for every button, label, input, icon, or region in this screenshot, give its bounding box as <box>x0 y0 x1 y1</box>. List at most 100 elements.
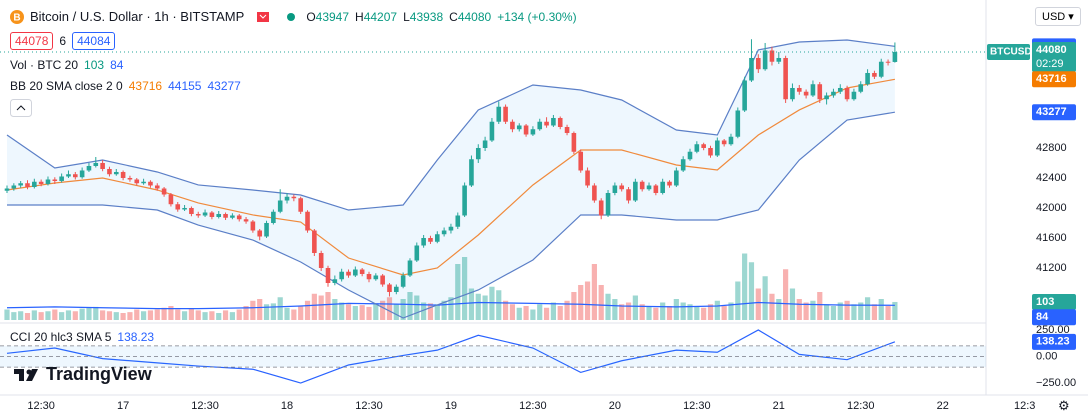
volume-bar <box>796 299 802 320</box>
volume-bar <box>339 302 345 320</box>
cci-legend: CCI 20 hlc3 SMA 5 138.23 <box>10 330 154 344</box>
candle-body <box>45 179 51 184</box>
candle-body <box>639 181 645 190</box>
candle-body <box>680 159 686 171</box>
collapse-button[interactable] <box>10 99 32 117</box>
candle-body <box>154 185 160 189</box>
candle-body <box>544 121 549 126</box>
candle-body <box>243 219 249 222</box>
candle-body <box>742 80 747 111</box>
btc-icon: B <box>10 9 24 24</box>
volume-bar <box>380 300 386 320</box>
candle-body <box>653 185 659 193</box>
candle-body <box>195 213 201 216</box>
volume-bar <box>489 286 495 320</box>
volume-bar <box>543 307 550 320</box>
value: 43938 <box>409 9 444 24</box>
candle-body <box>421 237 426 246</box>
volume-bar <box>222 310 229 320</box>
volume-bar <box>871 304 878 320</box>
volume-bar <box>4 309 10 320</box>
candle-body <box>810 84 816 96</box>
volume-bar <box>100 310 106 320</box>
candle-body <box>236 215 242 220</box>
volume-bar <box>216 313 222 320</box>
candle-body <box>735 110 741 137</box>
volume-bar <box>530 309 536 320</box>
value: 103 <box>84 58 105 72</box>
candle-body <box>687 151 693 160</box>
currency: USD <box>1042 11 1066 23</box>
volume-bar <box>462 257 468 320</box>
volume-bar <box>660 302 666 320</box>
volume-bar <box>742 253 748 320</box>
volume-ma-tag-bg <box>1032 309 1076 326</box>
candle-body <box>633 181 638 201</box>
volume-bar <box>93 306 99 320</box>
candle-body <box>202 212 208 216</box>
volume-bar <box>311 293 317 320</box>
settings-button[interactable]: ⚙ <box>1058 398 1070 413</box>
candle-body <box>134 179 140 184</box>
candle-body <box>79 170 85 178</box>
x-tick-label: 12:30 <box>27 400 55 412</box>
volume-bar <box>885 306 891 320</box>
bb-legend: BB 20 SMA close 2 0 43716 44155 43277 <box>10 79 241 93</box>
flag-icon[interactable] <box>256 11 270 23</box>
volume-bar <box>263 304 270 320</box>
volume-bar <box>393 304 399 320</box>
candle-body <box>578 151 584 171</box>
label: L <box>403 9 410 24</box>
candle-body <box>373 275 379 280</box>
x-tick-label: 21 <box>773 400 785 412</box>
candle-body <box>305 211 310 231</box>
candle-body <box>277 200 283 212</box>
x-tick-label: 12:30 <box>191 400 219 412</box>
candle-body <box>339 271 344 280</box>
candle-body <box>510 121 515 130</box>
candle-body <box>182 207 187 210</box>
cci-tag-bg <box>1032 333 1076 350</box>
candle-body <box>18 183 23 186</box>
currency-menu[interactable]: USD ▾ <box>1035 7 1081 26</box>
volume-bar <box>141 311 147 320</box>
volume-bar <box>523 306 529 320</box>
sell-button[interactable]: 44078 <box>10 32 54 50</box>
volume-bar <box>59 312 65 320</box>
cci-line <box>6 329 896 384</box>
candle-body <box>93 162 99 166</box>
candle-body <box>387 284 392 292</box>
volume-bar <box>291 309 297 320</box>
candle-body <box>66 174 71 177</box>
candle-body <box>646 185 652 190</box>
volume-bar <box>475 293 481 320</box>
buy-button[interactable]: 44084 <box>72 32 116 50</box>
candle-body <box>837 87 843 92</box>
volume-bar <box>434 304 440 320</box>
value: 44207 <box>363 9 398 24</box>
volume-bar <box>236 309 242 320</box>
candle-body <box>291 196 297 199</box>
volume-bar <box>106 311 113 320</box>
candle-body <box>216 213 222 217</box>
candle-body <box>551 117 556 126</box>
volume-bar <box>776 299 782 320</box>
candle-body <box>141 181 146 184</box>
volume-bar <box>72 311 78 320</box>
volume-bar <box>154 309 160 320</box>
close-tag: 44080 <box>1036 44 1067 56</box>
volume-bar <box>407 292 413 320</box>
candle-body <box>503 106 508 122</box>
volume-tag-bg <box>1032 293 1076 310</box>
candle-body <box>564 126 570 133</box>
bb-lower-tag: 43277 <box>1036 106 1067 118</box>
volume-bar <box>332 299 338 320</box>
candle-body <box>619 185 624 190</box>
y-tick-label: 42400 <box>1036 172 1067 184</box>
volume-bar <box>666 306 673 320</box>
volume-bar <box>892 301 898 320</box>
volume-bar <box>714 300 720 320</box>
label: BB 20 SMA close 2 0 <box>10 79 123 93</box>
candle-body <box>557 117 563 127</box>
volume-bar <box>195 310 201 320</box>
